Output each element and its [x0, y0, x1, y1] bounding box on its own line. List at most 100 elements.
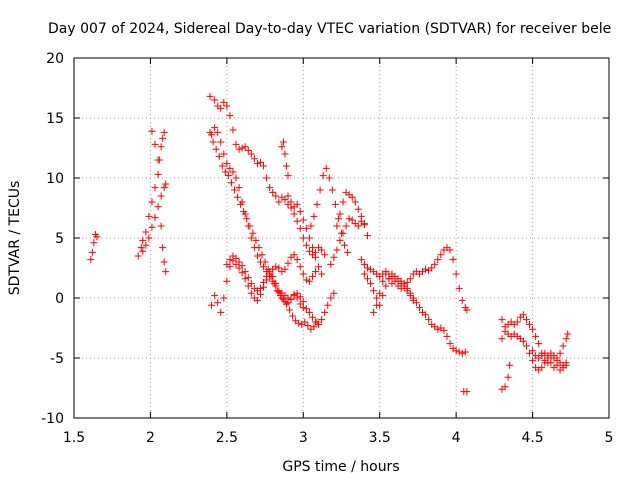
data-point — [463, 388, 471, 396]
data-point — [275, 198, 283, 206]
data-point — [529, 347, 537, 355]
data-point — [157, 143, 165, 151]
data-point — [220, 294, 228, 302]
data-point — [160, 128, 168, 136]
data-point — [134, 252, 142, 260]
data-point — [266, 272, 274, 280]
data-point — [529, 325, 537, 333]
data-point — [287, 198, 295, 206]
data-point — [519, 311, 527, 319]
data-point — [446, 246, 454, 254]
data-point — [139, 236, 147, 244]
data-point — [260, 278, 268, 286]
data-point — [330, 289, 338, 297]
data-point — [295, 319, 303, 327]
data-point — [287, 295, 295, 303]
data-point — [263, 268, 271, 276]
data-point — [90, 239, 98, 247]
data-point — [422, 311, 430, 319]
data-point — [376, 289, 384, 297]
data-points — [87, 92, 572, 396]
data-point — [217, 308, 225, 316]
data-point — [325, 174, 333, 182]
data-point — [272, 263, 280, 271]
data-point — [385, 275, 393, 283]
data-point — [217, 104, 225, 112]
data-point — [319, 172, 327, 180]
y-axis-label: SDTVAR / TECUs — [7, 181, 23, 296]
data-point — [363, 232, 371, 240]
data-point — [304, 322, 312, 330]
data-point — [440, 326, 448, 334]
data-point — [403, 278, 411, 286]
y-tick-label: 15 — [46, 111, 64, 127]
data-point — [218, 162, 226, 170]
data-point — [281, 196, 289, 204]
data-point — [286, 306, 294, 314]
data-point — [308, 313, 316, 321]
data-point — [556, 349, 564, 357]
data-point — [498, 335, 506, 343]
data-point — [535, 340, 543, 348]
data-point — [559, 342, 567, 350]
data-point — [282, 162, 290, 170]
data-point — [148, 198, 156, 206]
data-point — [247, 289, 255, 297]
data-point — [159, 134, 167, 142]
data-point — [249, 229, 257, 237]
data-point — [266, 184, 274, 192]
data-point — [367, 280, 375, 288]
data-point — [139, 247, 147, 255]
x-tick-label: 3 — [299, 430, 308, 446]
data-point — [519, 337, 527, 345]
data-point — [211, 96, 219, 104]
ticks: 1.5 2 2.5 3 3.5 4 4.5 5 -10 -5 0 5 10 15 20 — [41, 51, 613, 446]
data-point — [330, 253, 338, 261]
data-point — [226, 256, 234, 264]
data-point — [159, 244, 167, 252]
data-point — [345, 215, 353, 223]
grid — [74, 58, 609, 418]
data-point — [293, 217, 301, 225]
data-point — [310, 323, 318, 331]
data-point — [232, 254, 240, 262]
data-point — [284, 294, 292, 302]
data-point — [241, 143, 249, 151]
data-point — [354, 222, 362, 230]
data-point — [559, 364, 567, 372]
data-point — [223, 160, 231, 168]
data-point — [275, 264, 283, 272]
data-point — [241, 210, 249, 218]
x-tick-label: 3.5 — [369, 430, 391, 446]
data-point — [406, 275, 414, 283]
data-point — [434, 256, 442, 264]
data-point — [269, 188, 277, 196]
data-point — [214, 299, 222, 307]
data-point — [327, 260, 335, 268]
data-point — [234, 193, 242, 201]
data-point — [315, 320, 323, 328]
data-point — [256, 290, 264, 298]
data-point — [501, 383, 509, 391]
data-point — [272, 282, 280, 290]
data-point — [458, 349, 466, 357]
data-point — [299, 234, 307, 242]
data-point — [238, 269, 246, 277]
data-point — [428, 264, 436, 272]
y-tick-label: 5 — [55, 231, 64, 247]
data-point — [458, 296, 466, 304]
data-point — [526, 320, 534, 328]
data-point — [269, 277, 277, 285]
data-point — [318, 246, 326, 254]
data-point — [342, 222, 350, 230]
data-point — [449, 256, 457, 264]
data-point — [431, 260, 439, 268]
data-point — [157, 192, 165, 200]
data-point — [142, 241, 150, 249]
data-point — [243, 215, 251, 223]
data-point — [224, 172, 232, 180]
data-point — [154, 170, 162, 178]
y-tick-label: 20 — [46, 51, 64, 67]
data-point — [333, 222, 341, 230]
data-point — [522, 316, 530, 324]
